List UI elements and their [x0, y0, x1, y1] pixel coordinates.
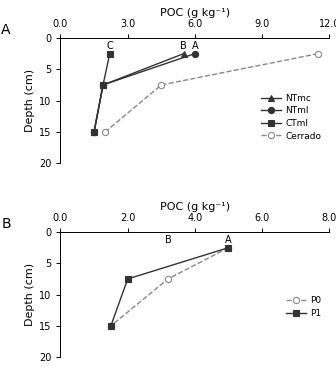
Cerrado [316, 51, 320, 56]
Line: CTml: CTml [91, 51, 113, 135]
Y-axis label: Depth (cm): Depth (cm) [25, 69, 35, 132]
CTml [92, 130, 96, 134]
NTmc [182, 51, 186, 56]
Line: Cerrado: Cerrado [102, 51, 321, 135]
Text: C: C [107, 41, 113, 51]
P1 [126, 277, 130, 281]
Line: NTmc: NTmc [91, 51, 187, 135]
Cerrado [159, 83, 163, 87]
Text: A: A [225, 234, 232, 245]
P1 [109, 324, 113, 328]
P0 [109, 324, 113, 328]
Text: A: A [192, 41, 198, 51]
X-axis label: POC (g kg⁻¹): POC (g kg⁻¹) [160, 8, 230, 18]
Legend: NTmc, NTml, CTml, Cerrado: NTmc, NTml, CTml, Cerrado [257, 90, 325, 144]
Line: P1: P1 [108, 245, 232, 329]
CTml [101, 83, 105, 87]
P1 [226, 245, 230, 250]
Line: NTml: NTml [91, 51, 198, 135]
X-axis label: POC (g kg⁻¹): POC (g kg⁻¹) [160, 202, 230, 212]
P0 [166, 277, 170, 281]
Text: A: A [1, 23, 11, 37]
Text: B: B [165, 234, 171, 245]
CTml [108, 51, 112, 56]
P0 [226, 245, 230, 250]
NTml [92, 130, 96, 134]
Legend: P0, P1: P0, P1 [282, 293, 325, 322]
NTmc [101, 83, 105, 87]
NTml [193, 51, 197, 56]
Text: B: B [1, 217, 11, 231]
Cerrado [103, 130, 107, 134]
Y-axis label: Depth (cm): Depth (cm) [25, 263, 35, 326]
NTmc [92, 130, 96, 134]
Line: P0: P0 [108, 245, 232, 329]
Text: B: B [180, 41, 187, 51]
NTml [101, 83, 105, 87]
